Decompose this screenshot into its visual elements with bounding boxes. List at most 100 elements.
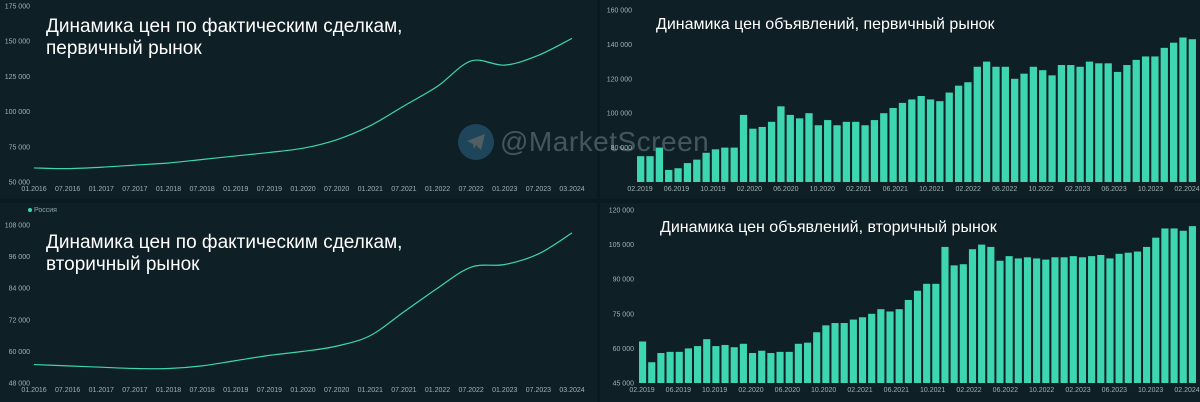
bar xyxy=(805,113,813,182)
bar xyxy=(1188,39,1196,182)
bar xyxy=(712,346,720,383)
chart-panel-primary-listings: 80 000 100 000 120 000 140 000 160 000 02.201… xyxy=(600,0,1200,199)
x-tick-label: 06.2020 xyxy=(775,387,800,394)
x-tick-label: 02.2023 xyxy=(1065,186,1090,193)
bar xyxy=(776,351,784,383)
chart-panel-primary-deals: 50 000 75 000 100 000 125 000 150 000 175 000… xyxy=(0,0,597,199)
bar xyxy=(908,99,916,182)
bar xyxy=(1014,258,1022,383)
x-tick-label: 01.2020 xyxy=(290,387,315,394)
x-tick-label: 07.2020 xyxy=(324,186,349,193)
bar xyxy=(996,260,1004,383)
bar xyxy=(721,147,729,182)
x-tick-label: 10.2019 xyxy=(700,186,725,193)
y-tick-label: 96 000 xyxy=(9,254,31,261)
bar xyxy=(693,159,701,182)
bar xyxy=(730,347,738,383)
x-tick-label: 02.2020 xyxy=(737,186,762,193)
bar xyxy=(637,156,645,182)
bar xyxy=(711,149,720,182)
line-chart-secondary-deals: 48 000 60 000 72 000 84 000 96 000 108 000 01.… xyxy=(5,223,585,395)
bar xyxy=(1124,252,1132,383)
bar xyxy=(794,343,802,383)
x-tick-label: 10.2023 xyxy=(1138,186,1163,193)
chart-title-primary-listings: Динамика цен объявлений, первичный рынок xyxy=(656,16,995,33)
x-tick-label: 06.2022 xyxy=(993,387,1018,394)
bar-chart-primary-listings: 80 000 100 000 120 000 140 000 160 000 02.201… xyxy=(607,8,1200,194)
chart-title-primary-deals: Динамика цен по фактическим сделкам, пер… xyxy=(46,16,403,59)
y-tick-label: 72 000 xyxy=(9,317,31,324)
x-tick-label: 10.2019 xyxy=(702,387,727,394)
x-tick-label: 07.2023 xyxy=(526,387,551,394)
x-tick-label: 02.2023 xyxy=(1065,387,1090,394)
bar xyxy=(913,290,922,383)
bar xyxy=(767,121,776,182)
bar xyxy=(992,66,1000,182)
bar xyxy=(748,353,757,383)
x-tick-label: 10.2023 xyxy=(1138,387,1163,394)
x-tick-label: 02.2024 xyxy=(1174,387,1199,394)
bar xyxy=(840,323,848,383)
y-tick-label: 160 000 xyxy=(607,8,632,15)
bar xyxy=(880,113,888,182)
x-tick-label: 07.2018 xyxy=(189,186,214,193)
bar xyxy=(666,351,674,383)
x-tick-label: 01.2019 xyxy=(223,387,248,394)
bar xyxy=(1042,259,1050,383)
bar xyxy=(858,317,867,383)
bar xyxy=(1005,256,1013,383)
bar xyxy=(822,325,830,383)
x-tick-label: 07.2021 xyxy=(391,387,416,394)
bar xyxy=(1076,66,1084,182)
chart-panel-secondary-listings: 45 000 60 000 75 000 90 000 105 000 120 000 02… xyxy=(600,203,1200,402)
bar xyxy=(758,126,766,182)
bar xyxy=(1104,63,1112,182)
y-tick-label: 108 000 xyxy=(5,223,30,230)
bar xyxy=(702,152,710,182)
chart-title-secondary-listings: Динамика цен объявлений, вторичный рынок xyxy=(660,219,997,236)
bar xyxy=(917,96,925,182)
y-tick-label: 60 000 xyxy=(9,349,31,356)
bar xyxy=(785,351,793,383)
bar xyxy=(1020,73,1028,182)
x-tick-label: 07.2019 xyxy=(257,186,282,193)
chart-title-secondary-deals: Динамика цен по фактическим сделкам, вто… xyxy=(46,232,403,275)
x-tick-label: 06.2021 xyxy=(884,387,909,394)
x-tick-label: 02.2021 xyxy=(846,186,871,193)
bar xyxy=(655,147,664,182)
y-tick-label: 150 000 xyxy=(5,39,30,46)
bar xyxy=(849,319,857,383)
x-tick-label: 06.2019 xyxy=(666,387,691,394)
x-tick-label: 07.2016 xyxy=(55,387,80,394)
x-tick-label: 02.2024 xyxy=(1174,186,1199,193)
bar xyxy=(1179,37,1187,182)
bar xyxy=(904,299,912,383)
x-tick-label: 07.2017 xyxy=(122,186,147,193)
bar xyxy=(877,309,885,383)
bar xyxy=(1170,228,1178,383)
bar xyxy=(1057,65,1066,182)
x-tick-label: 01.2019 xyxy=(223,186,248,193)
bar xyxy=(1143,246,1151,383)
bar xyxy=(1161,228,1169,383)
bar xyxy=(923,283,931,383)
bar xyxy=(868,313,876,383)
bar xyxy=(959,264,967,383)
bar xyxy=(926,99,935,182)
bar xyxy=(777,106,785,182)
bar xyxy=(1141,56,1150,182)
legend-dot-icon xyxy=(28,208,32,213)
x-tick-label: 01.2021 xyxy=(358,387,383,394)
bar xyxy=(1133,251,1142,383)
x-tick-label: 01.2021 xyxy=(358,186,383,193)
bar xyxy=(898,102,907,182)
y-tick-label: 80 000 xyxy=(611,145,633,152)
line-chart-primary-deals: 50 000 75 000 100 000 125 000 150 000 175 000… xyxy=(5,4,585,194)
bar xyxy=(1179,230,1187,383)
bar xyxy=(1160,47,1168,183)
x-tick-label: 01.2022 xyxy=(425,186,450,193)
bar xyxy=(982,61,991,182)
bar xyxy=(721,344,729,383)
x-tick-label: 07.2016 xyxy=(55,186,80,193)
x-tick-label: 07.2022 xyxy=(458,186,483,193)
